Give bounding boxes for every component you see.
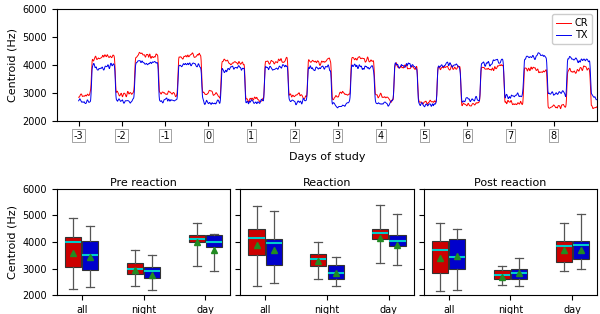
TX	[75, 99, 82, 103]
PathPatch shape	[432, 241, 448, 273]
Title: Pre reaction: Pre reaction	[110, 178, 177, 188]
TX	[134, 59, 142, 63]
TX	[274, 67, 281, 71]
PathPatch shape	[144, 267, 160, 278]
PathPatch shape	[573, 241, 589, 259]
PathPatch shape	[389, 235, 406, 246]
CR	[134, 54, 142, 58]
CR	[584, 68, 591, 72]
Y-axis label: Centroid (Hz): Centroid (Hz)	[7, 28, 17, 102]
CR	[75, 95, 82, 99]
PathPatch shape	[206, 235, 222, 247]
PathPatch shape	[310, 254, 326, 266]
PathPatch shape	[511, 268, 527, 279]
PathPatch shape	[65, 237, 81, 267]
TX	[535, 51, 542, 55]
PathPatch shape	[188, 235, 205, 242]
CR	[593, 105, 600, 109]
PathPatch shape	[328, 265, 344, 279]
Y-axis label: Centroid (Hz): Centroid (Hz)	[7, 205, 17, 279]
CR	[527, 65, 535, 69]
CR	[165, 89, 172, 93]
TX	[296, 100, 304, 104]
PathPatch shape	[127, 263, 143, 274]
Line: CR: CR	[79, 52, 597, 109]
Title: Post reaction: Post reaction	[474, 178, 547, 188]
PathPatch shape	[556, 241, 572, 262]
PathPatch shape	[266, 239, 282, 265]
CR	[136, 51, 143, 54]
TX	[584, 57, 591, 61]
PathPatch shape	[248, 229, 265, 255]
PathPatch shape	[372, 229, 388, 239]
TX	[165, 98, 172, 101]
TX	[593, 98, 600, 102]
Line: TX: TX	[79, 53, 597, 108]
TX	[334, 106, 341, 110]
CR	[296, 94, 304, 98]
Title: Reaction: Reaction	[303, 178, 351, 188]
PathPatch shape	[494, 270, 510, 279]
TX	[527, 56, 535, 59]
X-axis label: Days of study: Days of study	[289, 152, 365, 162]
Legend: CR, TX: CR, TX	[552, 14, 592, 44]
CR	[557, 107, 564, 111]
PathPatch shape	[449, 239, 466, 268]
CR	[274, 61, 281, 64]
PathPatch shape	[82, 241, 98, 270]
